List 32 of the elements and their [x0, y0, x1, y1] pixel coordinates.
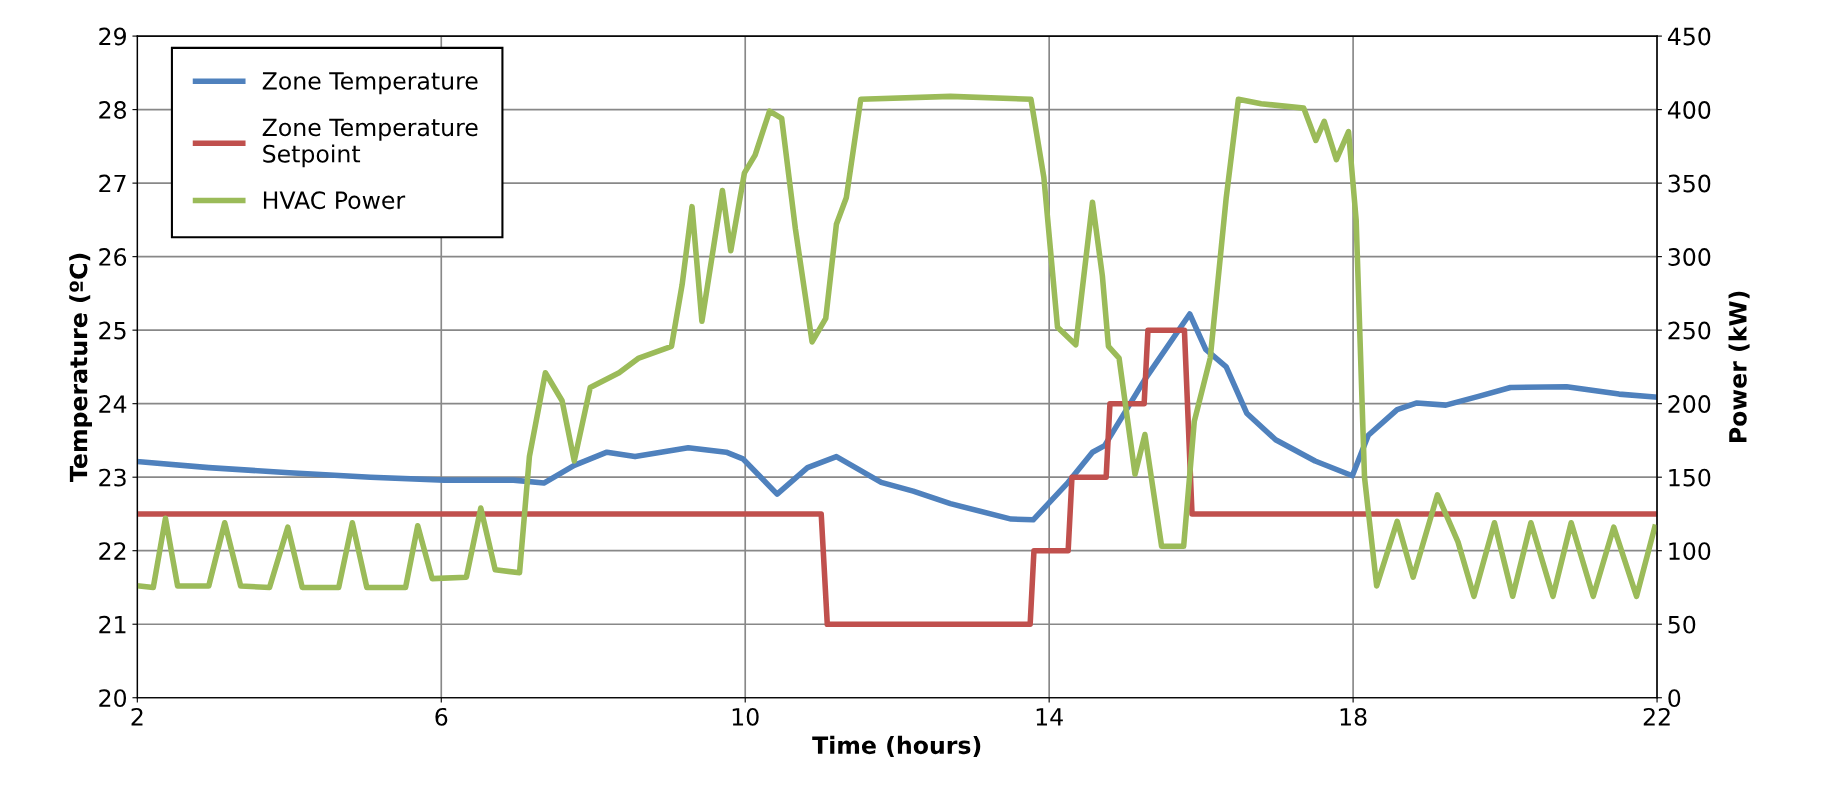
legend-label: HVAC Power — [263, 191, 406, 210]
x-tick-label: 6 — [435, 707, 448, 726]
y-tick-label: 22 — [99, 542, 126, 560]
legend-label: Zone Temperature — [262, 72, 478, 95]
y2-tick-label: 150 — [1669, 468, 1711, 487]
y-tick-label: 20 — [99, 689, 127, 708]
x-tick-label: 22 — [1643, 707, 1670, 726]
y2-tick-label: 200 — [1668, 395, 1711, 413]
x-tick-label: 2 — [131, 707, 143, 726]
y2-tick-label: 50 — [1668, 615, 1696, 634]
y-tick-label: 27 — [99, 174, 126, 193]
y-tick-label: 25 — [99, 321, 126, 340]
y2-axis-title: Power (kW) — [1728, 291, 1750, 443]
x-axis-title: Time (hours) — [812, 735, 981, 757]
x-tick-label: 10 — [732, 707, 759, 726]
y2-tick-label: 350 — [1668, 174, 1711, 193]
x-tick-label: 18 — [1340, 707, 1367, 726]
y2-tick-label: 300 — [1668, 248, 1711, 266]
y2-tick-label: 0 — [1668, 689, 1681, 708]
y2-tick-label: 100 — [1669, 542, 1711, 561]
y-tick-label: 21 — [99, 615, 126, 634]
y2-tick-label: 450 — [1667, 27, 1711, 46]
y2-tick-label: 400 — [1667, 101, 1711, 119]
y-tick-label: 24 — [99, 395, 127, 413]
y-axis-title: Temperature (ºC) — [69, 253, 92, 482]
x-tick-label: 14 — [1036, 708, 1063, 726]
legend-label: Zone Temperature Setpoint — [262, 118, 478, 168]
y-tick-label: 23 — [99, 468, 126, 487]
y-tick-label: 28 — [99, 101, 126, 119]
y2-tick-label: 250 — [1668, 321, 1711, 340]
y-tick-label: 29 — [99, 27, 126, 46]
y-tick-label: 26 — [99, 248, 127, 266]
